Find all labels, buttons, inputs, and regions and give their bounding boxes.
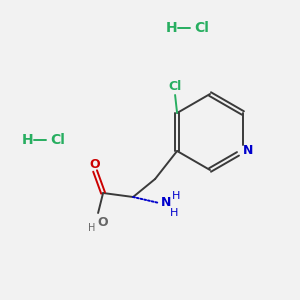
Text: N: N: [161, 196, 171, 209]
Text: N: N: [243, 145, 253, 158]
Text: O: O: [98, 215, 108, 229]
Text: H: H: [22, 133, 34, 147]
Text: H: H: [170, 208, 178, 218]
Text: O: O: [90, 158, 101, 170]
Text: Cl: Cl: [169, 80, 182, 94]
Text: H: H: [166, 21, 178, 35]
Text: Cl: Cl: [195, 21, 209, 35]
Text: H: H: [172, 191, 180, 201]
Text: H: H: [88, 223, 96, 233]
Text: Cl: Cl: [51, 133, 65, 147]
